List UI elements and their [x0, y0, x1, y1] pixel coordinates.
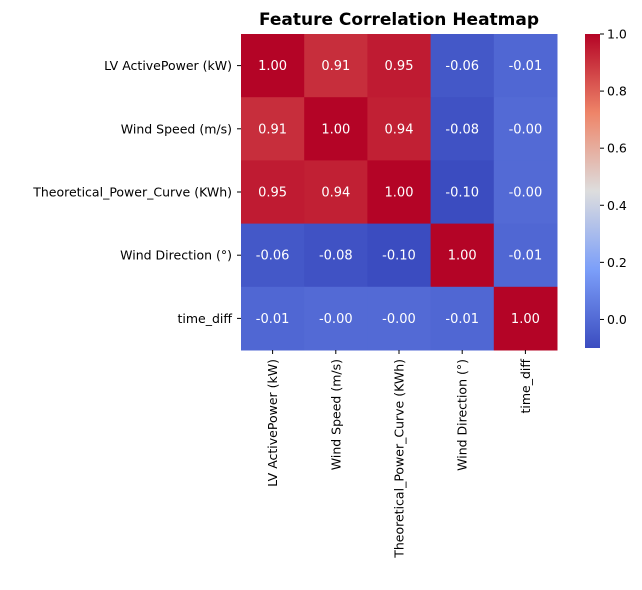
heatmap-cell	[367, 160, 432, 225]
heatmap-cell	[430, 97, 495, 161]
row-tick-label: Wind Direction (°)	[120, 248, 232, 263]
cell-value-label: 0.91	[321, 59, 350, 74]
cell-value-label: -0.01	[445, 312, 479, 327]
cell-value-label: -0.08	[445, 122, 479, 137]
cell-value-label: 0.95	[385, 59, 414, 74]
heatmap-cell	[493, 160, 558, 225]
heatmap-cell	[493, 286, 558, 351]
cell-value-label: -0.10	[382, 249, 416, 264]
colorbar-tick-label: 0.8	[607, 84, 627, 99]
heatmap-cell	[493, 34, 558, 98]
column-tick-label: time_diff	[518, 359, 533, 414]
heatmap-cell	[367, 97, 432, 161]
column-tick-labels: LV ActivePower (kW) Wind Speed (m/s) Theor…	[265, 350, 533, 559]
heatmap-cells: 1.00 0.91 0.95 -0.06 -0.01 0.91 1.00 0.94 -0.08 -…	[241, 34, 558, 351]
cell-value-label: 0.94	[321, 186, 350, 201]
heatmap-cell	[430, 34, 495, 98]
cell-value-label: 1.00	[511, 312, 540, 327]
heatmap-cell	[304, 34, 368, 98]
heatmap-cell	[241, 223, 305, 288]
row-tick-label: time_diff	[177, 311, 232, 326]
cell-value-label: 0.91	[258, 122, 287, 137]
cell-value-label: 0.94	[385, 122, 414, 137]
cell-value-label: 1.00	[321, 122, 350, 137]
colorbar-tick-label: 0.4	[607, 198, 627, 213]
row-tick-labels: LV ActivePower (kW) Wind Speed (m/s) Theor…	[32, 58, 241, 326]
row-tick-label: Wind Speed (m/s)	[121, 121, 232, 136]
heatmap-cell	[241, 97, 305, 161]
colorbar-tick-label: 1.0	[607, 27, 627, 42]
cell-value-label: -0.00	[382, 312, 416, 327]
column-tick-label: Theoretical_Power_Curve (KWh)	[392, 359, 407, 559]
cell-value-label: -0.01	[509, 249, 543, 264]
cell-value-label: -0.06	[256, 249, 290, 264]
heatmap-cell	[304, 286, 368, 351]
cell-value-label: -0.01	[509, 59, 543, 74]
row-tick-label: LV ActivePower (kW)	[104, 58, 232, 73]
column-tick-label: Wind Direction (°)	[455, 359, 470, 471]
heatmap-cell	[367, 34, 432, 98]
cell-value-label: -0.00	[319, 312, 353, 327]
column-tick-label: LV ActivePower (kW)	[265, 359, 280, 487]
chart-title: Feature Correlation Heatmap	[259, 10, 539, 30]
cell-value-label: -0.00	[509, 186, 543, 201]
heatmap-cell	[304, 97, 368, 161]
cell-value-label: -0.00	[509, 122, 543, 137]
heatmap-cell	[367, 286, 432, 351]
cell-value-label: -0.10	[445, 186, 479, 201]
heatmap-cell	[304, 223, 368, 288]
heatmap-cell	[241, 286, 305, 351]
colorbar-tick-label: 0.0	[607, 312, 627, 327]
row-tick-label: Theoretical_Power_Curve (KWh)	[32, 185, 232, 200]
cell-value-label: 1.00	[258, 59, 287, 74]
colorbar-tick-label: 0.2	[607, 255, 627, 270]
colorbar: 0.0 0.2 0.4 0.6 0.8 1.0	[585, 27, 627, 348]
heatmap-cell	[493, 223, 558, 288]
heatmap-cell	[241, 34, 305, 98]
column-tick-label: Wind Speed (m/s)	[328, 359, 343, 470]
cell-value-label: -0.06	[445, 59, 479, 74]
heatmap-cell	[493, 97, 558, 161]
cell-value-label: -0.01	[256, 312, 290, 327]
cell-value-label: 1.00	[385, 186, 414, 201]
heatmap-cell	[430, 286, 495, 351]
heatmap-cell	[430, 223, 495, 288]
cell-value-label: 1.00	[448, 249, 477, 264]
colorbar-gradient	[585, 34, 600, 348]
cell-value-label: -0.08	[319, 249, 353, 264]
colorbar-tick-label: 0.6	[607, 141, 627, 156]
heatmap-cell	[430, 160, 495, 225]
heatmap-cell	[367, 223, 432, 288]
heatmap-cell	[241, 160, 305, 225]
cell-value-label: 0.95	[258, 186, 287, 201]
heatmap-cell	[304, 160, 368, 225]
